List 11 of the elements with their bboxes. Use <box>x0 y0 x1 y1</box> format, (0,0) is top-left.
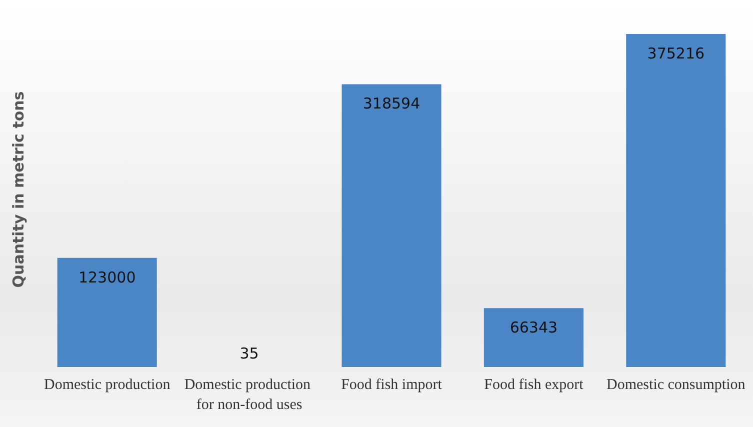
data-label: 318594 <box>362 94 420 113</box>
x-tick-label: Domestic consumption <box>606 377 746 393</box>
data-label: 66343 <box>510 318 558 337</box>
data-label: 123000 <box>78 268 136 286</box>
y-axis-title: Quantity in metric tons <box>10 91 28 288</box>
x-tick-label: Domestic production for non-food uses <box>184 377 314 413</box>
data-label: 35 <box>240 344 259 362</box>
data-label: 375216 <box>647 44 705 62</box>
x-tick-label: Food fish import <box>341 377 443 393</box>
x-tick-label: Food fish export <box>484 377 584 393</box>
x-tick-label: Domestic production <box>44 377 171 393</box>
